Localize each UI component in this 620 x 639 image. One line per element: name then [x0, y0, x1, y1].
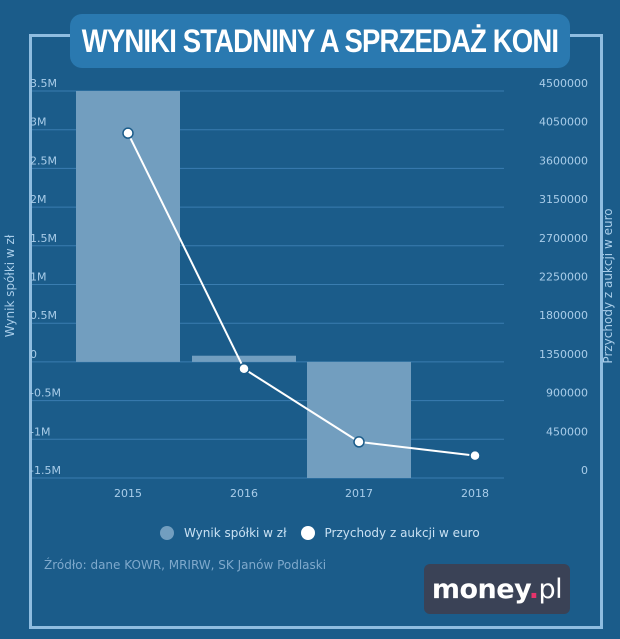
line-series [122, 127, 481, 462]
right-tick-label: 3600000 [539, 154, 588, 167]
legend-swatch-bar [160, 526, 174, 540]
left-tick-label: -0.5M [30, 387, 61, 400]
line-point-2017[interactable] [353, 436, 365, 448]
right-tick-label: 1800000 [539, 309, 588, 322]
left-axis-title: Wynik spółki w zł [3, 234, 17, 337]
logo-dot: . [528, 573, 539, 605]
right-tick-label: 2250000 [539, 271, 588, 284]
legend-item-bar[interactable]: Wynik spółki w zł [160, 526, 287, 540]
left-tick-label: 3M [30, 116, 47, 129]
legend-item-line[interactable]: Przychody z aukcji w euro [300, 526, 480, 540]
x-tick-label: 2017 [345, 487, 373, 500]
right-tick-label: 0 [581, 464, 588, 477]
left-tick-label: 0 [30, 348, 37, 361]
right-tick-label: 1350000 [539, 348, 588, 361]
source-note: Źródło: dane KOWR, MRIRW, SK Janów Podla… [44, 558, 327, 572]
line-point-2016[interactable] [238, 363, 250, 375]
right-tick-label: 900000 [546, 387, 588, 400]
right-tick-label: 450000 [546, 425, 588, 438]
logo-suffix: pl [538, 573, 563, 605]
title-banner: WYNIKI STADNINY A SPRZEDAŻ KONI [70, 14, 570, 68]
line-path [127, 132, 476, 457]
bar-2016[interactable] [192, 355, 296, 362]
bar-series [76, 91, 411, 478]
x-tick-label: 2015 [114, 487, 142, 500]
x-tick-label: 2016 [230, 487, 258, 500]
bar-2017[interactable] [307, 361, 411, 478]
legend: Wynik spółki w zł Przychody z aukcji w e… [160, 526, 488, 540]
left-tick-label: -1M [30, 425, 50, 438]
right-tick-label: 4500000 [539, 77, 588, 90]
x-tick-label: 2018 [461, 487, 489, 500]
legend-label-bar: Wynik spółki w zł [184, 526, 287, 540]
left-tick-label: 2M [30, 193, 47, 206]
legend-swatch-line [300, 526, 315, 540]
line-point-2015[interactable] [122, 127, 134, 139]
logo-text: money [431, 573, 529, 605]
right-tick-label: 3150000 [539, 193, 588, 206]
left-tick-label: -1.5M [30, 464, 61, 477]
left-tick-label: 1M [30, 271, 47, 284]
line-point-2018[interactable] [469, 449, 481, 462]
right-tick-label: 2700000 [539, 232, 588, 245]
x-axis-ticks: 2015 2016 2017 2018 [114, 487, 489, 500]
money-pl-logo[interactable]: money.pl [424, 564, 570, 614]
right-tick-label: 4050000 [539, 116, 588, 129]
left-tick-label: 3.5M [30, 77, 57, 90]
left-axis-ticks: 3.5M 3M 2.5M 2M 1.5M 1M 0.5M 0 -0.5M -1M -1.5M [30, 77, 61, 477]
left-tick-label: 2.5M [30, 154, 57, 167]
left-tick-label: 0.5M [30, 309, 57, 322]
chart-title: WYNIKI STADNINY A SPRZEDAŻ KONI [81, 22, 559, 59]
legend-label-line: Przychody z aukcji w euro [324, 526, 480, 540]
left-tick-label: 1.5M [30, 232, 57, 245]
right-axis-ticks: 4500000405000036000003150000270000022500… [539, 77, 588, 477]
right-axis-title: Przychody z aukcji w euro [601, 208, 615, 363]
